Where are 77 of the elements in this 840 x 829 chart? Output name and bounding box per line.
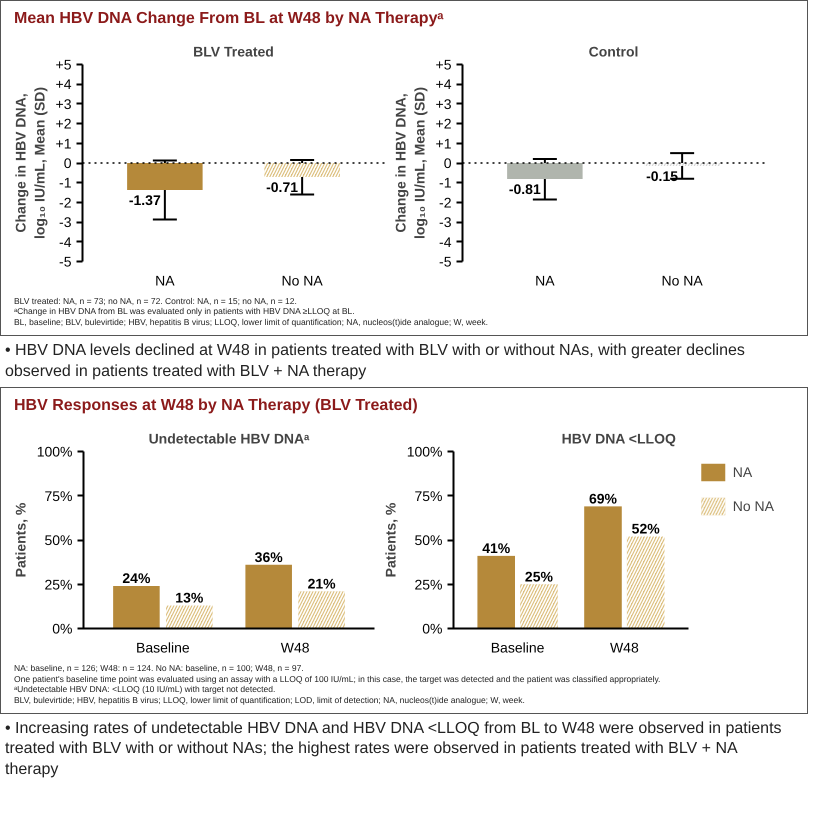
chart-title: Control [588, 43, 638, 60]
y-tick-label: -1 [59, 174, 72, 191]
y-tick-label: 50% [44, 532, 73, 548]
text: NA: baseline, n = 126; W48: n = 124. No NA: baseline, n = 100; W48, n = 97. [14, 663, 304, 674]
data-label: 25% [524, 568, 554, 584]
chart-title: BLV Treated [193, 43, 274, 60]
x-tick-label: Baseline [490, 640, 545, 656]
y-tick-label: 100% [406, 444, 443, 460]
data-label: 52% [632, 520, 660, 537]
y-tick-label: -2 [439, 194, 452, 210]
y-tick-label: -4 [439, 234, 452, 250]
bar [245, 564, 292, 629]
legend-label: No NA [732, 498, 774, 514]
text: • HBV DNA levels declined at W48 in patients treated with BLV with or without NAs, with greater declines observed in patients treated with BLV + NA therapy [5, 340, 746, 382]
y-tick-label: +4 [56, 76, 72, 92]
bar [477, 556, 515, 629]
y-tick-label: +2 [436, 115, 452, 132]
y-tick-label: 0 [444, 154, 452, 171]
text: HBV Responses at W48 by NA Therapy (BLV Treated) [14, 396, 418, 416]
y-tick-label: +5 [56, 56, 72, 72]
y-tick-label: -4 [59, 234, 72, 250]
text: BL, baseline; BLV, bulevirtide; HBV, hepatitis B virus; LLOQ, lower limit of quantification; NA, nucleos(t)ide analogue; W, week. [14, 317, 488, 328]
y-axis-title: Change in HBV DNA, log₁₀ IU/mL, Mean (SD) [392, 86, 428, 239]
y-tick-label: +3 [56, 96, 72, 112]
x-tick-label: No NA [662, 272, 704, 288]
text: One patient's baseline time point was evaluated using an assay with a LLOQ of 100 IU/mL; in this case, the target was detected and the patient was classified appropriately. [14, 674, 660, 684]
x-tick-label: W48 [610, 640, 639, 656]
legend-label: NA [732, 464, 753, 480]
x-tick-label: NA [535, 272, 556, 288]
data-label: 41% [482, 540, 511, 556]
data-label: -0.71 [266, 178, 298, 195]
y-axis-title: Patients, % [382, 502, 399, 578]
chart-title: Undetectable HBV DNAᵃ [148, 430, 310, 447]
y-tick-label: +5 [436, 56, 452, 72]
x-tick-label: W48 [280, 640, 310, 656]
y-tick-label: +3 [436, 96, 452, 112]
data-label: -0.15 [646, 168, 678, 184]
text: ᵃChange in HBV DNA from BL was evaluated only in patients with HBV DNA ≥LLOQ at BL. [14, 306, 355, 316]
bar [584, 506, 622, 629]
y-tick-label: -3 [59, 214, 72, 230]
y-tick-label: 75% [44, 488, 73, 504]
y-tick-label: +2 [56, 115, 72, 132]
text: ᵃUndetectable HBV DNA: <LLOQ (10 IU/mL) with target not detected. [14, 684, 276, 694]
text: • Increasing rates of undetectable HBV DNA and HBV DNA <LLOQ from BL to W48 were observed in patients treated with BLV with or without NAs; the highest rates were observed in patients treated with BLV + NA therapy [5, 718, 783, 780]
chart-title: HBV DNA <LLOQ [562, 430, 676, 447]
y-tick-label: +1 [436, 135, 452, 152]
data-label: 36% [254, 548, 284, 565]
bar [113, 586, 160, 629]
x-tick-label: Baseline [136, 640, 190, 656]
y-tick-label: -1 [439, 174, 452, 191]
y-tick-label: 0% [422, 620, 442, 637]
x-tick-label: NA [155, 272, 176, 288]
data-label: -1.37 [128, 192, 161, 208]
text: BLV, bulevirtide; HBV, hepatitis B virus; LLOQ, lower limit of quantification; LOD, limit of detection; NA, nucleos(t)ide analogue; W, week. [14, 695, 525, 706]
y-tick-label: 100% [36, 444, 73, 460]
data-label: 21% [308, 575, 336, 592]
y-tick-label: 75% [414, 488, 443, 504]
y-tick-label: -5 [59, 253, 72, 270]
y-tick-label: +4 [436, 76, 452, 92]
y-tick-label: -5 [439, 253, 452, 270]
y-axis-title: Patients, % [12, 502, 29, 578]
data-label: 24% [122, 570, 151, 586]
y-tick-label: +1 [56, 135, 72, 152]
y-axis-title: Change in HBV DNA, log₁₀ IU/mL, Mean (SD) [12, 86, 48, 239]
text: Mean HBV DNA Change From BL at W48 by NA Therapyᵃ [14, 9, 444, 29]
text: BLV treated: NA, n = 73; no NA, n = 72. Control: NA, n = 15; no NA, n = 12. [14, 296, 297, 306]
data-label: -0.81 [508, 180, 541, 197]
y-tick-label: 25% [44, 576, 73, 592]
data-label: 13% [175, 590, 204, 606]
y-tick-label: 0% [52, 620, 72, 637]
data-label: 69% [588, 490, 618, 507]
y-tick-label: 0 [64, 154, 72, 171]
x-tick-label: No NA [282, 272, 324, 288]
y-tick-label: 25% [414, 576, 443, 592]
y-tick-label: 50% [414, 532, 443, 548]
y-tick-label: -3 [439, 214, 452, 230]
y-tick-label: -2 [59, 194, 72, 210]
